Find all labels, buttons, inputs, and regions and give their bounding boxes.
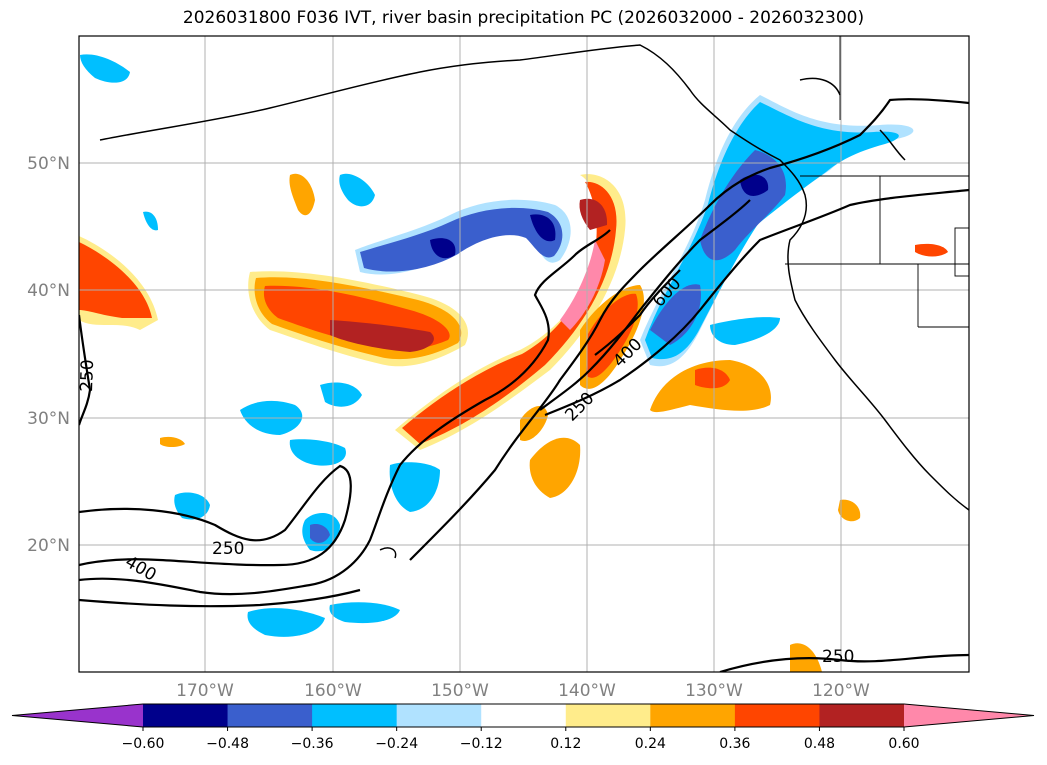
colorbar-tick-label: 0.24 xyxy=(635,736,666,752)
colorbar-tick-label: −0.36 xyxy=(291,736,334,752)
colorbar-tick-label: −0.60 xyxy=(122,736,165,752)
colorbar-segment xyxy=(396,704,482,727)
colorbar-segment xyxy=(481,704,567,727)
coastlines xyxy=(99,44,969,559)
lat-label-50n: 50°N xyxy=(27,154,70,174)
lon-label-120w: 120°W xyxy=(812,681,870,701)
colorbar-tick-label: −0.48 xyxy=(206,736,249,752)
colorbar-tick-label: 0.48 xyxy=(804,736,835,752)
colorbar-segment xyxy=(565,704,651,727)
colorbar-tick-label: 0.36 xyxy=(719,736,750,752)
colorbar-segment xyxy=(819,704,905,727)
lon-label-160w: 160°W xyxy=(304,681,362,701)
colorbar-extend-low xyxy=(12,704,143,727)
contour-label-250-sw: 250 xyxy=(212,539,244,559)
colorbar-segment xyxy=(734,704,820,727)
positive-anomaly-regions xyxy=(79,173,948,672)
map-frame xyxy=(78,35,970,673)
lat-label-30n: 30°N xyxy=(27,409,70,429)
colorbar-segment xyxy=(312,704,398,727)
colorbar-segment xyxy=(227,704,313,727)
longitude-labels: 170°W 160°W 150°W 140°W 130°W 120°W xyxy=(176,681,870,701)
colorbar xyxy=(11,703,1035,731)
lat-label-40n: 40°N xyxy=(27,281,70,301)
latitude-labels: 50°N 40°N 30°N 20°N xyxy=(27,154,70,556)
contour-label-250-se: 250 xyxy=(822,647,854,667)
lon-label-150w: 150°W xyxy=(431,681,489,701)
graticule xyxy=(79,36,969,672)
colorbar-tick-labels: −0.60 −0.48 −0.36 −0.24 −0.12 0.12 0.24 0.36 0.4… xyxy=(122,736,920,752)
lon-label-170w: 170°W xyxy=(176,681,234,701)
colorbar-tick-label: 0.12 xyxy=(550,736,581,752)
colorbar-tick-label: −0.12 xyxy=(460,736,503,752)
ivt-contours xyxy=(79,98,969,672)
map-area: 250 400 600 250 250 400 250 xyxy=(77,36,969,672)
colorbar-segment xyxy=(650,704,736,727)
colorbar-extend-high xyxy=(904,704,1034,727)
lon-label-140w: 140°W xyxy=(558,681,616,701)
colorbar-segment xyxy=(143,704,229,727)
map-title: 2026031800 F036 IVT, river basin precipi… xyxy=(182,8,865,28)
lon-label-130w: 130°W xyxy=(685,681,743,701)
political-boundaries xyxy=(785,36,969,328)
colorbar-tick-label: −0.24 xyxy=(375,736,418,752)
lat-label-20n: 20°N xyxy=(27,536,70,556)
contour-label-250-west: 250 xyxy=(77,359,98,392)
colorbar-tick-label: 0.60 xyxy=(888,736,919,752)
